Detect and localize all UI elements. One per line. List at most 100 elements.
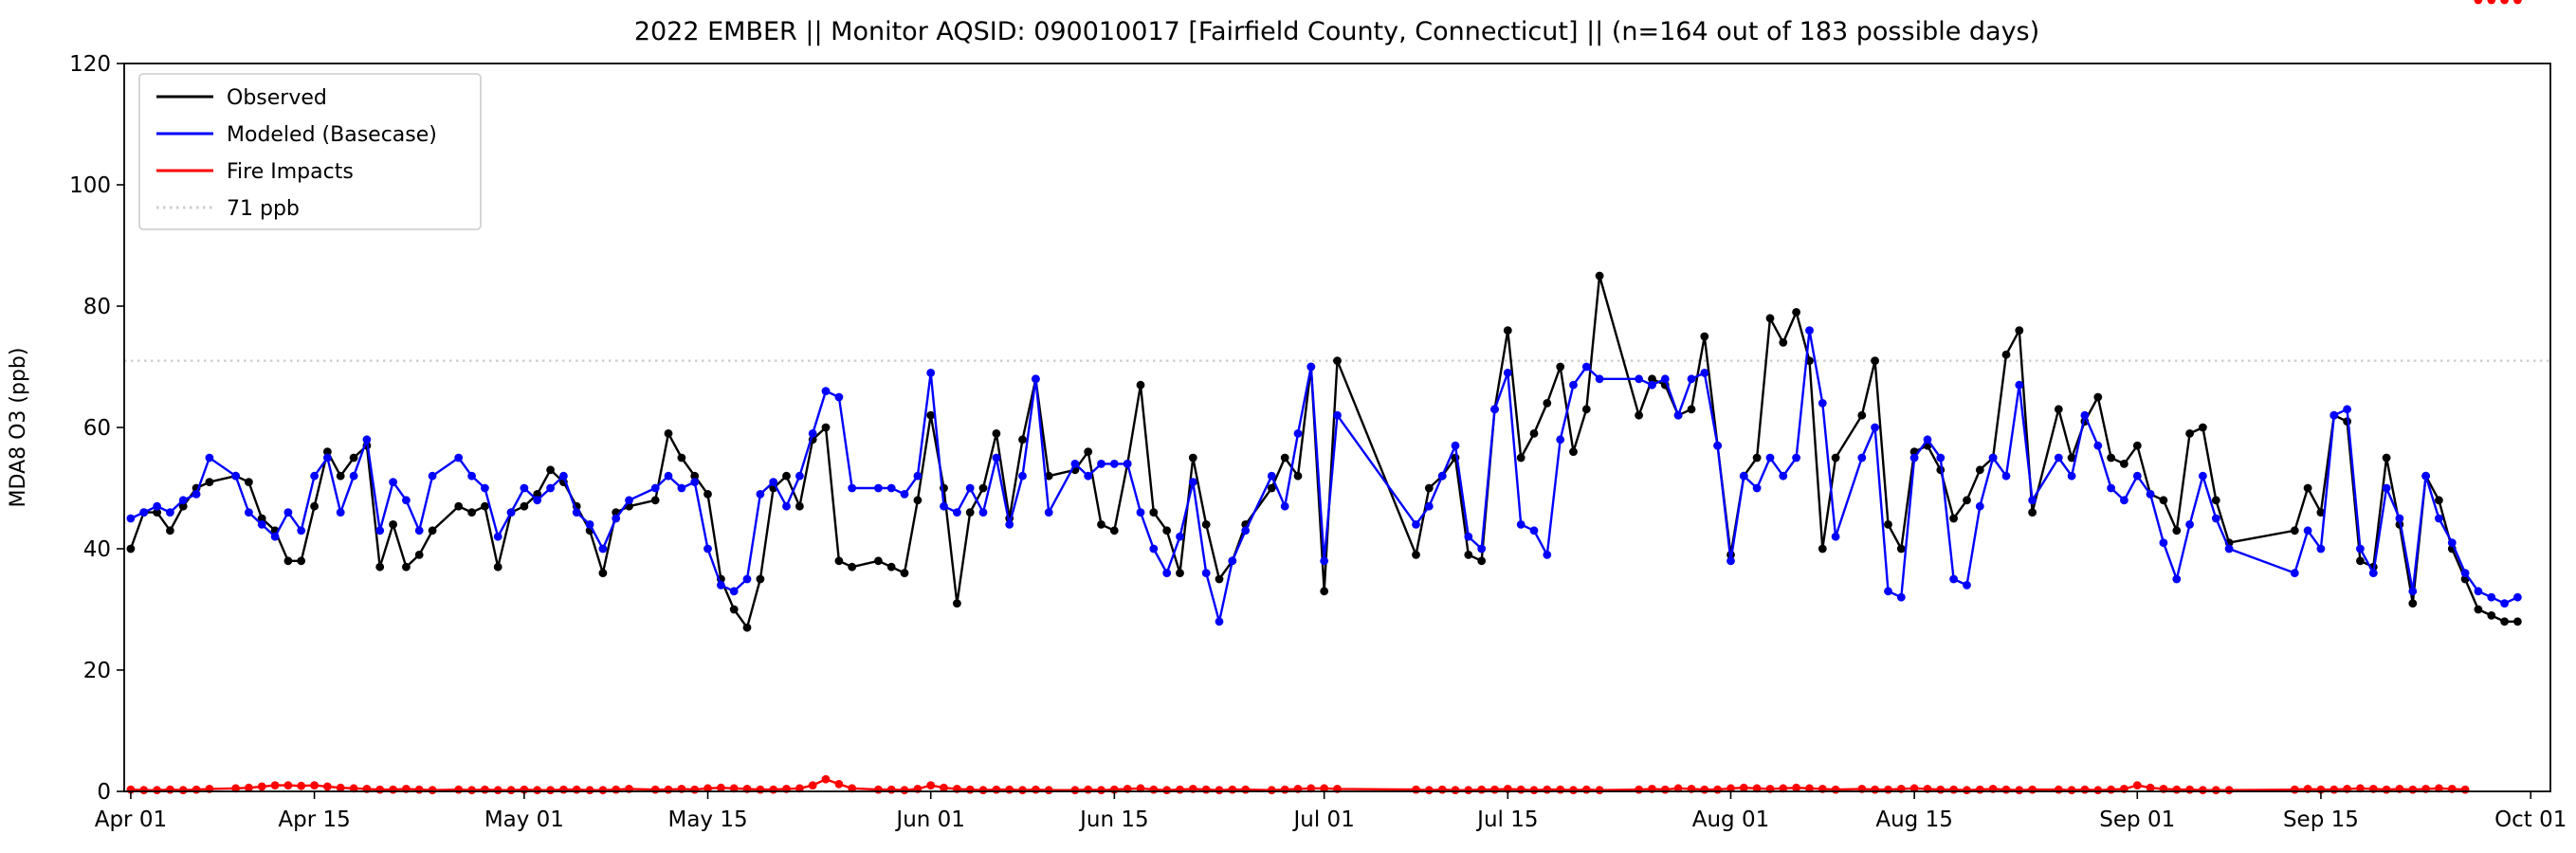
data-point	[1070, 460, 1080, 468]
data-point	[402, 496, 411, 505]
data-point	[336, 508, 345, 517]
data-point	[795, 501, 804, 511]
data-point	[2093, 392, 2103, 402]
data-point	[1700, 332, 1709, 341]
data-point	[2107, 483, 2116, 493]
data-point	[2120, 460, 2128, 468]
data-point	[1884, 785, 1892, 794]
legend-entry-fire-impacts: Fire Impacts	[156, 160, 354, 184]
data-point	[1293, 429, 1303, 438]
legend-label: 71 ppb	[227, 197, 300, 221]
series-points-fire-impacts	[126, 0, 2522, 795]
x-tick-label: Jun 01	[894, 808, 965, 832]
data-point	[520, 501, 529, 511]
data-point	[2107, 785, 2116, 794]
data-point	[795, 784, 804, 793]
x-tick-label: Oct 01	[2494, 808, 2567, 832]
data-point	[2474, 0, 2483, 5]
data-point	[1673, 410, 1683, 420]
data-point	[848, 562, 857, 572]
data-point	[1752, 483, 1762, 493]
data-point	[231, 471, 241, 481]
data-point	[1018, 435, 1027, 445]
data-point	[1726, 556, 1735, 566]
data-point	[192, 490, 201, 499]
data-point	[1700, 369, 1709, 377]
data-point	[1529, 786, 1539, 795]
data-point	[1700, 785, 1709, 794]
data-point	[821, 387, 831, 395]
data-point	[717, 783, 725, 792]
data-point	[1424, 786, 1434, 795]
data-point	[1306, 362, 1316, 372]
data-point	[283, 508, 293, 517]
data-point	[1635, 785, 1643, 794]
data-point	[2435, 496, 2443, 505]
data-point	[1818, 544, 1827, 554]
x-tick-label: May 15	[667, 808, 747, 832]
data-point	[283, 556, 293, 566]
data-point	[481, 501, 489, 511]
data-point	[782, 501, 791, 511]
data-point	[1267, 471, 1276, 481]
data-point	[1871, 356, 1879, 365]
data-point	[1201, 569, 1211, 577]
data-point	[192, 785, 201, 794]
data-point	[1884, 520, 1892, 529]
data-point	[953, 599, 961, 608]
data-point	[1739, 783, 1748, 792]
data-point	[428, 526, 437, 535]
data-point	[1726, 784, 1735, 793]
data-point	[1909, 453, 1919, 463]
data-point	[650, 785, 660, 794]
data-point	[703, 544, 712, 554]
data-point	[2290, 569, 2299, 577]
data-point	[742, 623, 752, 632]
data-point	[2500, 617, 2510, 626]
legend-entry-71-ppb: 71 ppb	[156, 197, 300, 221]
data-point	[1871, 423, 1879, 432]
data-point	[2356, 544, 2365, 554]
legend-entry-modeled-basecase: Modeled (Basecase)	[156, 123, 437, 147]
data-point	[126, 544, 136, 554]
data-point	[153, 786, 162, 795]
data-point	[2054, 453, 2063, 463]
data-point	[2067, 453, 2076, 463]
data-point	[2001, 785, 2011, 794]
data-point	[533, 496, 542, 505]
data-point	[926, 781, 936, 789]
data-point	[270, 532, 280, 541]
data-point	[1896, 544, 1906, 554]
data-point	[454, 453, 464, 463]
x-tick-label: May 01	[484, 808, 564, 832]
data-point	[546, 483, 555, 493]
data-point	[2368, 569, 2378, 577]
data-point	[1805, 784, 1814, 793]
data-point	[2067, 471, 2076, 481]
data-point	[1936, 785, 1946, 794]
data-point	[1136, 380, 1145, 390]
data-point	[2199, 786, 2207, 795]
data-point	[1556, 785, 1565, 794]
x-tick-label: Aug 15	[1875, 808, 1953, 832]
data-point	[428, 471, 437, 481]
data-point	[1477, 785, 1487, 794]
data-point	[297, 526, 306, 535]
data-point	[546, 786, 555, 795]
data-point	[1412, 785, 1420, 794]
data-point	[1162, 526, 1172, 535]
series-line-modeled-basecase	[130, 329, 2518, 623]
data-point	[323, 447, 332, 456]
data-point	[2316, 544, 2326, 554]
data-point	[2015, 786, 2024, 795]
data-point	[323, 782, 332, 791]
data-point	[677, 453, 686, 463]
data-point	[2329, 785, 2339, 794]
data-point	[965, 785, 975, 794]
data-point	[808, 781, 817, 789]
x-tick-label: Apr 15	[278, 808, 350, 832]
data-point	[533, 490, 542, 499]
data-point	[1595, 374, 1604, 384]
data-point	[1044, 786, 1053, 795]
data-point	[336, 471, 345, 481]
